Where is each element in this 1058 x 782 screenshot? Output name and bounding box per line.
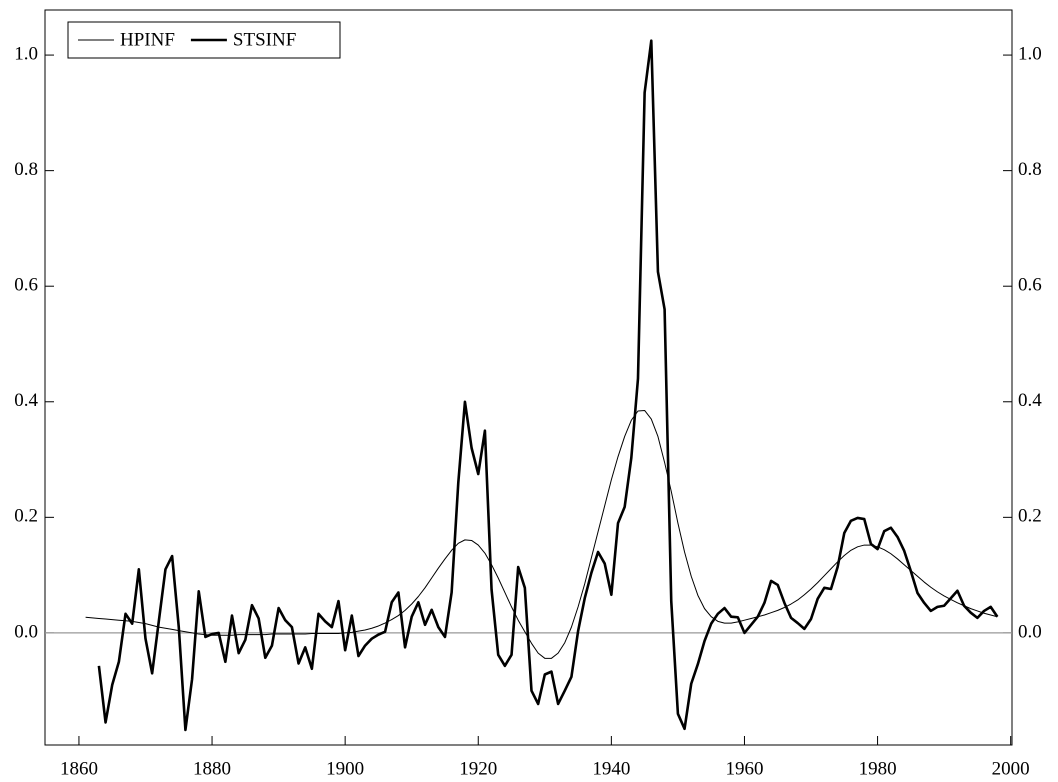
y2-tick-label: 0.8 bbox=[1018, 159, 1042, 180]
series-line bbox=[97, 39, 999, 732]
x-tick-label: 1860 bbox=[60, 758, 98, 779]
x-tick-label: 1920 bbox=[459, 758, 497, 779]
x-tick-label: 1880 bbox=[193, 758, 231, 779]
y2-tick-label: 0.6 bbox=[1018, 275, 1042, 296]
y2-tick-label: 0.4 bbox=[1018, 390, 1042, 411]
x-tick-label: 1940 bbox=[592, 758, 630, 779]
legend-label: STSINF bbox=[233, 29, 296, 50]
legend-label: HPINF bbox=[120, 29, 175, 50]
y2-tick-label: 0.0 bbox=[1018, 621, 1042, 642]
y-tick-label: 0.2 bbox=[14, 506, 38, 527]
y-tick-label: 0.6 bbox=[14, 275, 38, 296]
y-tick-label: 1.0 bbox=[14, 43, 38, 64]
x-tick-label: 1900 bbox=[326, 758, 364, 779]
x-tick-label: 2000 bbox=[992, 758, 1030, 779]
y2-tick-label: 1.0 bbox=[1018, 43, 1042, 64]
y-tick-label: 0.4 bbox=[14, 390, 38, 411]
y-tick-label: 0.0 bbox=[14, 621, 38, 642]
x-tick-label: 1980 bbox=[859, 758, 897, 779]
y2-tick-label: 0.2 bbox=[1018, 506, 1042, 527]
x-tick-label: 1960 bbox=[725, 758, 763, 779]
y-tick-label: 0.8 bbox=[14, 159, 38, 180]
series-line bbox=[85, 409, 998, 659]
plot-frame bbox=[44, 9, 1013, 746]
